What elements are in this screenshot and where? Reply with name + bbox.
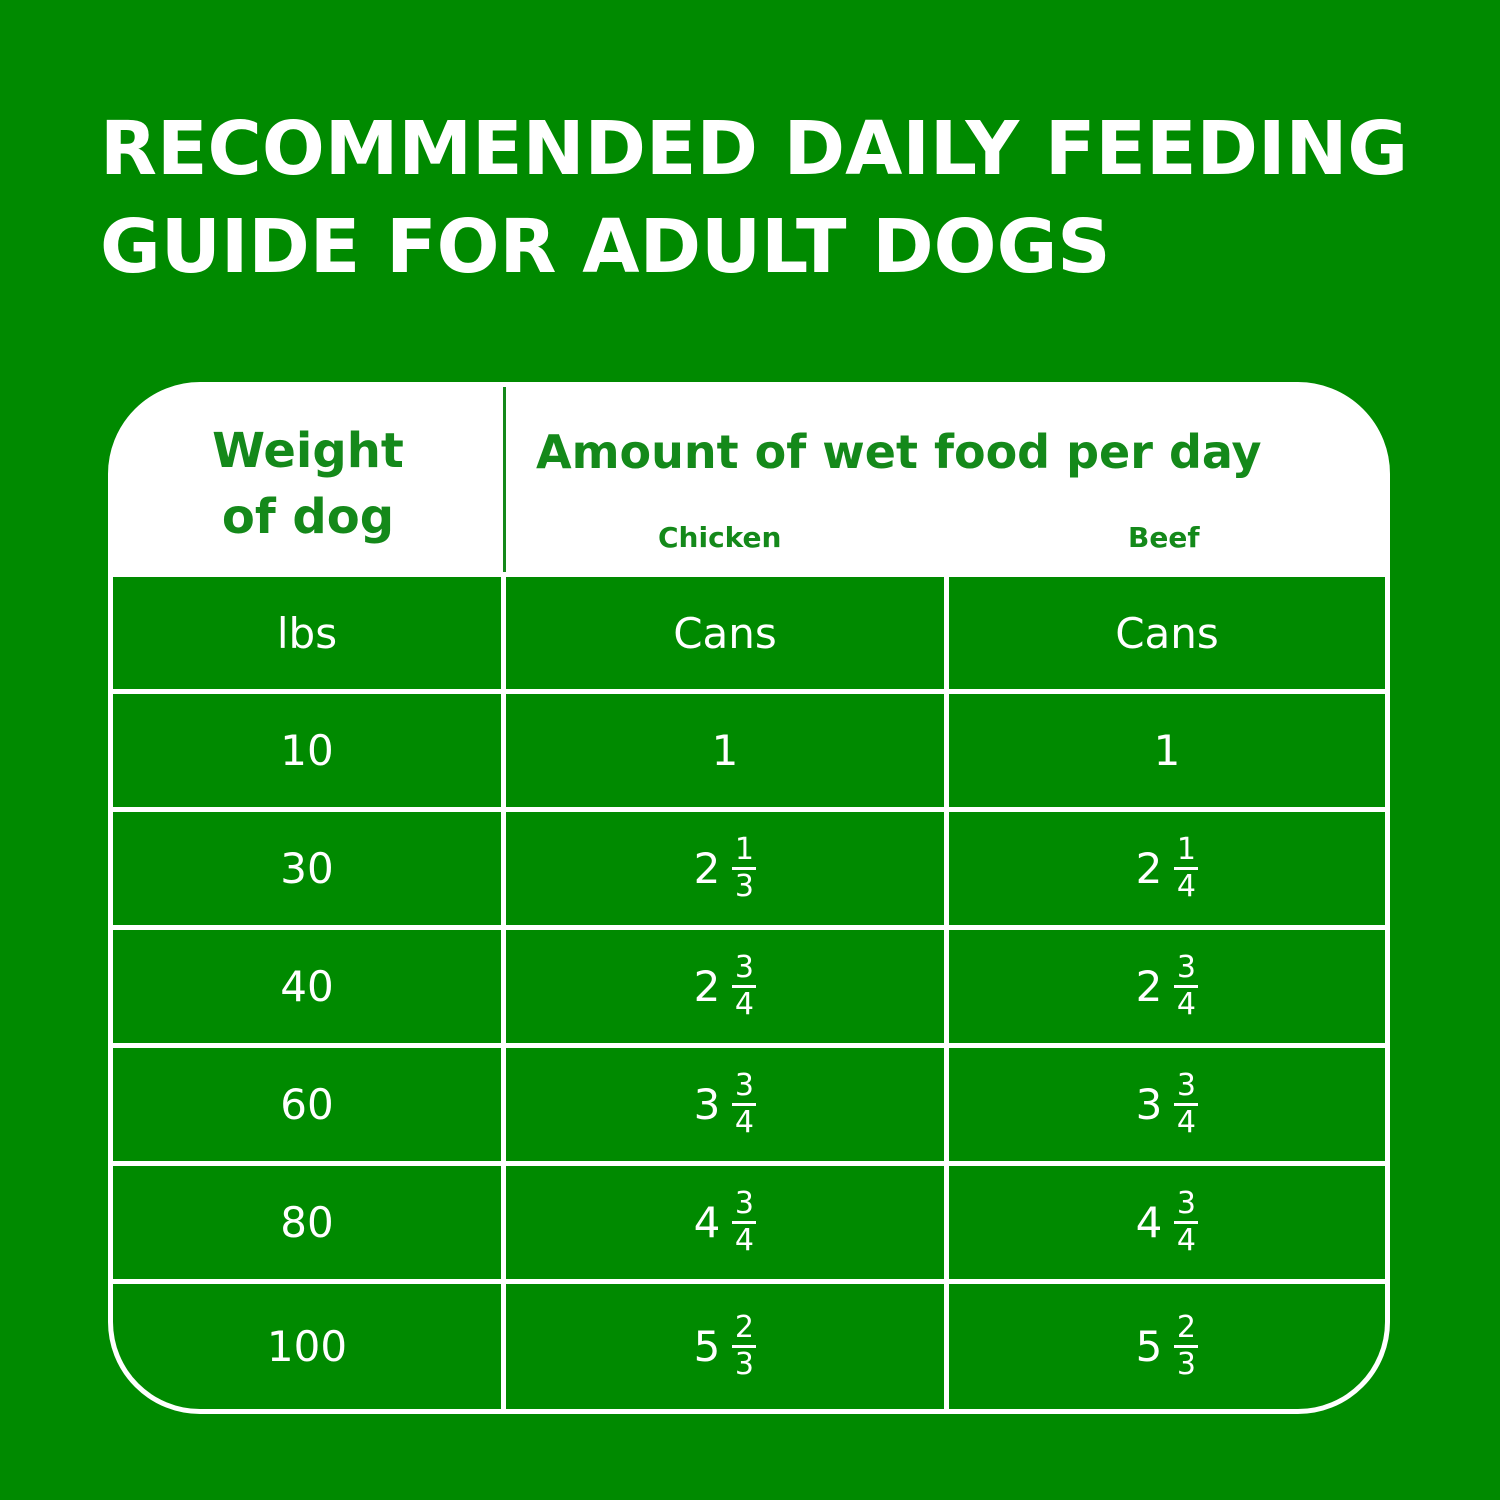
numerator: 3 <box>1176 950 1196 985</box>
fraction-bar <box>732 1221 757 1224</box>
denominator: 3 <box>734 869 754 904</box>
numerator: 1 <box>1176 832 1196 867</box>
weight-cell: 60 <box>113 1048 501 1161</box>
numerator: 3 <box>1176 1068 1196 1103</box>
whole-number: 3 <box>1135 1080 1163 1129</box>
page-title: RECOMMENDED DAILY FEEDING GUIDE FOR ADUL… <box>100 100 1408 296</box>
weight-header: Weight of dog <box>113 387 506 572</box>
numerator: 2 <box>734 1310 754 1345</box>
amount-header: Amount of wet food per day Chicken Beef <box>506 387 1385 572</box>
whole-number: 5 <box>693 1322 721 1371</box>
unit-beef: Cans <box>949 577 1385 689</box>
whole-number: 2 <box>693 844 721 893</box>
numerator: 3 <box>1176 1186 1196 1221</box>
fraction-bar <box>1174 867 1199 870</box>
whole-number: 1 <box>711 726 739 775</box>
whole-number: 2 <box>1135 962 1163 1011</box>
amount-header-title: Amount of wet food per day <box>536 425 1262 479</box>
numerator: 1 <box>734 832 754 867</box>
beef-cans-cell: 1 <box>949 694 1385 807</box>
chicken-header: Chicken <box>658 521 782 554</box>
beef-header: Beef <box>1128 521 1200 554</box>
denominator: 4 <box>1176 1223 1196 1258</box>
numerator: 3 <box>734 950 754 985</box>
weight-header-line-1: Weight <box>212 422 404 479</box>
whole-number: 4 <box>1135 1198 1163 1247</box>
weight-cell: 30 <box>113 812 501 925</box>
whole-number: 5 <box>1135 1322 1163 1371</box>
fraction-bar <box>1174 1221 1199 1224</box>
fraction-bar <box>732 1103 757 1106</box>
fraction-bar <box>732 1345 757 1348</box>
fraction-bar <box>1174 985 1199 988</box>
fraction-bar <box>1174 1103 1199 1106</box>
weight-cell: 40 <box>113 930 501 1043</box>
weight-cell: 10 <box>113 694 501 807</box>
weight-cell: 100 <box>113 1284 501 1409</box>
whole-number: 1 <box>1153 726 1181 775</box>
fraction-bar <box>732 867 757 870</box>
whole-number: 4 <box>693 1198 721 1247</box>
numerator: 3 <box>734 1068 754 1103</box>
weight-cell: 80 <box>113 1166 501 1279</box>
whole-number: 2 <box>693 962 721 1011</box>
weight-header-line-2: of dog <box>221 488 395 545</box>
denominator: 4 <box>1176 987 1196 1022</box>
whole-number: 3 <box>693 1080 721 1129</box>
chicken-cans-cell: 1 <box>506 694 944 807</box>
feeding-table: Weight of dog Amount of wet food per day … <box>108 382 1390 1414</box>
unit-chicken: Cans <box>506 577 944 689</box>
denominator: 4 <box>734 987 754 1022</box>
whole-number: 2 <box>1135 844 1163 893</box>
numerator: 2 <box>1176 1310 1196 1345</box>
fraction-bar <box>732 985 757 988</box>
denominator: 4 <box>1176 1105 1196 1140</box>
denominator: 4 <box>734 1105 754 1140</box>
title-line-2: GUIDE FOR ADULT DOGS <box>100 204 1111 290</box>
fraction-bar <box>1174 1345 1199 1348</box>
denominator: 3 <box>734 1347 754 1382</box>
title-line-1: RECOMMENDED DAILY FEEDING <box>100 106 1409 192</box>
denominator: 4 <box>1176 869 1196 904</box>
denominator: 4 <box>734 1223 754 1258</box>
unit-weight: lbs <box>113 577 501 689</box>
denominator: 3 <box>1176 1347 1196 1382</box>
numerator: 3 <box>734 1186 754 1221</box>
